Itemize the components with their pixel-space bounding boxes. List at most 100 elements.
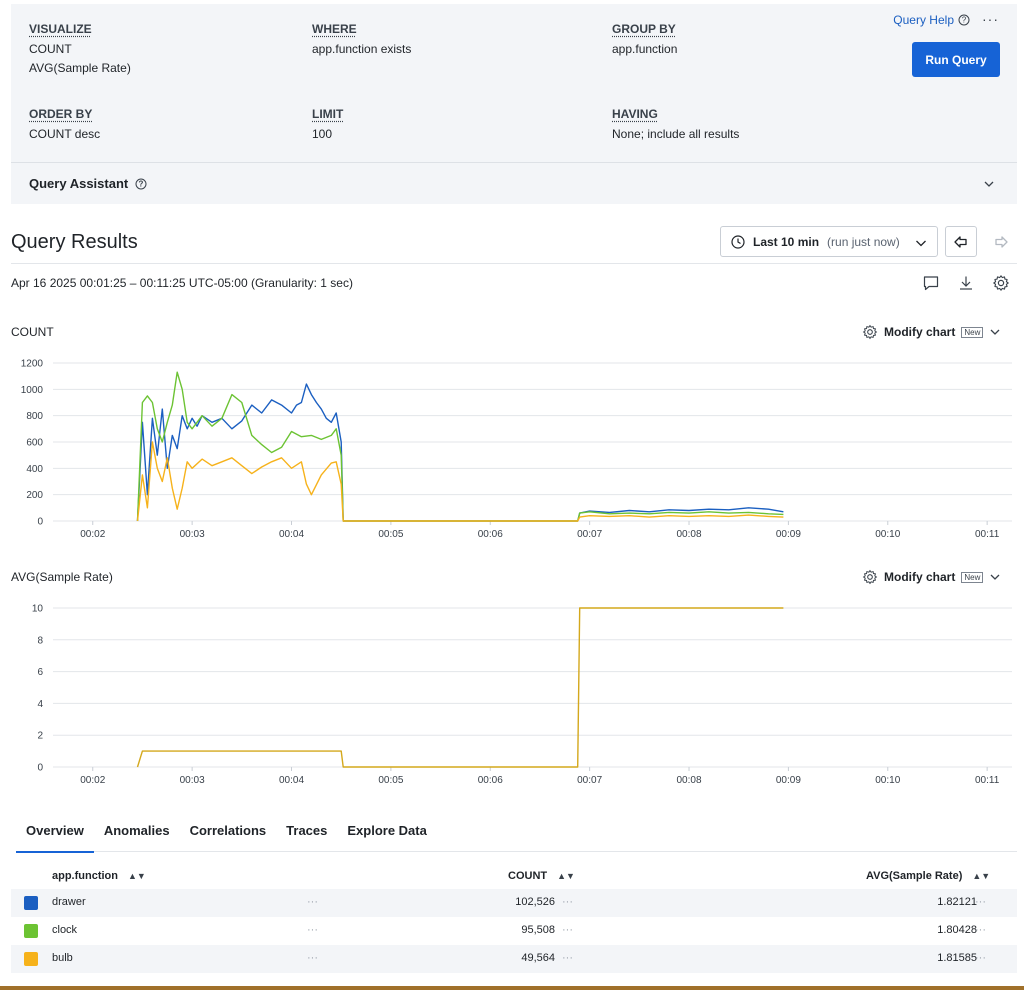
- x-tick-label: 00:03: [180, 529, 205, 540]
- time-range-picker[interactable]: Last 10 min (run just now): [720, 226, 938, 257]
- modify-chart-button[interactable]: Modify chart New: [862, 324, 1001, 340]
- row-menu-icon[interactable]: ···: [307, 896, 318, 908]
- window-bottom-edge: [0, 986, 1024, 990]
- group-by-field[interactable]: GROUP BY app.function: [612, 22, 677, 59]
- row-menu-icon[interactable]: ···: [562, 952, 573, 964]
- avg-sample-rate-chart: 0 2 4 6 8 10 00:02 00:03 00:04 00:05 00:06 00:07 00:…: [32, 604, 1012, 786]
- tab-overview[interactable]: Overview: [16, 820, 94, 853]
- limit-field[interactable]: LIMIT 100: [312, 107, 343, 144]
- column-header-count[interactable]: COUNT ▲▼: [508, 870, 575, 882]
- y-tick-label: 0: [37, 517, 43, 528]
- query-assistant-toggle[interactable]: Query Assistant ?: [29, 176, 147, 191]
- previous-range-button[interactable]: [945, 226, 977, 257]
- series-line-avg: [136, 607, 784, 768]
- row-count-value: 95,508: [521, 924, 555, 936]
- panel-divider: [11, 162, 1017, 163]
- settings-gear-icon[interactable]: [992, 274, 1010, 292]
- svg-text:?: ?: [962, 16, 967, 25]
- x-tick-label: 00:06: [478, 775, 503, 786]
- x-tick-label: 00:04: [279, 529, 304, 540]
- table-header: app.function ▲▼ COUNT ▲▼ AVG(Sample Rate) ▲…: [11, 865, 1017, 889]
- query-assistant-label[interactable]: Query Assistant: [29, 176, 129, 191]
- group-by-value: app.function: [612, 42, 678, 56]
- having-field[interactable]: HAVING None; include all results: [612, 107, 739, 144]
- modify-chart-label: Modify chart: [884, 325, 956, 339]
- x-tick-label: 00:11: [975, 775, 1000, 786]
- column-header-avg-sample-rate[interactable]: AVG(Sample Rate) ▲▼: [866, 870, 990, 882]
- series-color-swatch: [24, 896, 38, 910]
- sort-icon: ▲▼: [557, 871, 575, 881]
- row-avg-value: 1.82121: [937, 896, 977, 908]
- new-badge: New: [961, 326, 984, 338]
- row-menu-icon[interactable]: ···: [307, 952, 318, 964]
- where-label[interactable]: WHERE: [312, 22, 357, 36]
- row-menu-icon[interactable]: ···: [562, 896, 573, 908]
- query-help-label[interactable]: Query Help: [893, 13, 954, 27]
- modify-chart-button[interactable]: Modify chart New: [862, 569, 1001, 585]
- row-menu-icon[interactable]: ···: [975, 952, 986, 964]
- row-function-name: bulb: [52, 952, 73, 964]
- tab-traces[interactable]: Traces: [286, 823, 328, 838]
- query-builder-panel: VISUALIZE COUNT AVG(Sample Rate) WHERE a…: [11, 4, 1017, 204]
- row-count-value: 102,526: [515, 896, 555, 908]
- having-label[interactable]: HAVING: [612, 107, 658, 121]
- modify-chart-label: Modify chart: [884, 570, 956, 584]
- x-tick-label: 00:06: [478, 529, 503, 540]
- limit-label[interactable]: LIMIT: [312, 107, 344, 121]
- sort-icon: ▲▼: [972, 871, 991, 881]
- arrow-left-icon: [954, 235, 967, 248]
- clock-icon: [731, 234, 745, 249]
- series-line-clock: [136, 371, 784, 522]
- table-row[interactable]: bulb ··· 49,564 ··· 1.81585 ···: [11, 945, 1017, 973]
- run-query-button[interactable]: Run Query: [912, 42, 1000, 77]
- visualize-field[interactable]: VISUALIZE COUNT AVG(Sample Rate): [29, 22, 131, 78]
- x-tick-label: 00:05: [378, 529, 403, 540]
- header-divider: [11, 263, 1017, 264]
- x-tick-label: 00:08: [677, 775, 702, 786]
- order-by-field[interactable]: ORDER BY COUNT desc: [29, 107, 100, 144]
- series-color-swatch: [24, 924, 38, 938]
- series-line-bulb: [136, 441, 784, 522]
- query-help-link[interactable]: Query Help ?: [893, 13, 970, 27]
- chevron-down-icon: [990, 574, 1000, 580]
- row-avg-value: 1.80428: [937, 924, 977, 936]
- tab-explore-data[interactable]: Explore Data: [347, 823, 427, 838]
- more-options-icon[interactable]: ···: [982, 11, 999, 27]
- visualize-label[interactable]: VISUALIZE: [29, 22, 92, 36]
- settings-gear-icon: [862, 569, 878, 585]
- row-function-name: drawer: [52, 896, 86, 908]
- comment-icon[interactable]: [922, 274, 940, 292]
- arrow-right-icon: [995, 235, 1008, 248]
- row-menu-icon[interactable]: ···: [307, 924, 318, 936]
- row-menu-icon[interactable]: ···: [562, 924, 573, 936]
- column-header-app-function[interactable]: app.function ▲▼: [52, 870, 146, 882]
- table-row[interactable]: drawer ··· 102,526 ··· 1.82121 ···: [11, 889, 1017, 917]
- where-field[interactable]: WHERE app.function exists: [312, 22, 411, 59]
- order-by-label[interactable]: ORDER BY: [29, 107, 93, 121]
- column-header-label: AVG(Sample Rate): [866, 870, 963, 882]
- x-tick-label: 00:02: [80, 529, 105, 540]
- table-row[interactable]: clock ··· 95,508 ··· 1.80428 ···: [11, 917, 1017, 945]
- count-chart: 0 200 400 600 800 1000 1200 00:02 00:03 00:04 00:0…: [21, 359, 1012, 540]
- download-icon[interactable]: [957, 274, 975, 292]
- having-value: None; include all results: [612, 127, 740, 141]
- new-badge: New: [961, 571, 984, 583]
- tab-anomalies[interactable]: Anomalies: [103, 823, 170, 838]
- next-range-button[interactable]: [986, 226, 1016, 257]
- group-by-label[interactable]: GROUP BY: [612, 22, 676, 36]
- avg-chart-title: AVG(Sample Rate): [11, 570, 113, 584]
- svg-text:?: ?: [139, 179, 144, 188]
- y-tick-label: 200: [26, 490, 43, 501]
- row-menu-icon[interactable]: ···: [975, 896, 986, 908]
- x-tick-label: 00:04: [279, 775, 304, 786]
- row-menu-icon[interactable]: ···: [975, 924, 986, 936]
- tab-correlations[interactable]: Correlations: [189, 823, 267, 838]
- chevron-down-icon: [916, 240, 926, 247]
- chevron-down-icon[interactable]: [983, 178, 995, 190]
- y-tick-label: 800: [26, 411, 43, 422]
- help-icon: ?: [958, 14, 970, 26]
- order-by-value: COUNT desc: [29, 127, 101, 141]
- row-count-value: 49,564: [521, 952, 555, 964]
- page-title: Query Results: [11, 231, 138, 253]
- x-tick-label: 00:07: [577, 775, 602, 786]
